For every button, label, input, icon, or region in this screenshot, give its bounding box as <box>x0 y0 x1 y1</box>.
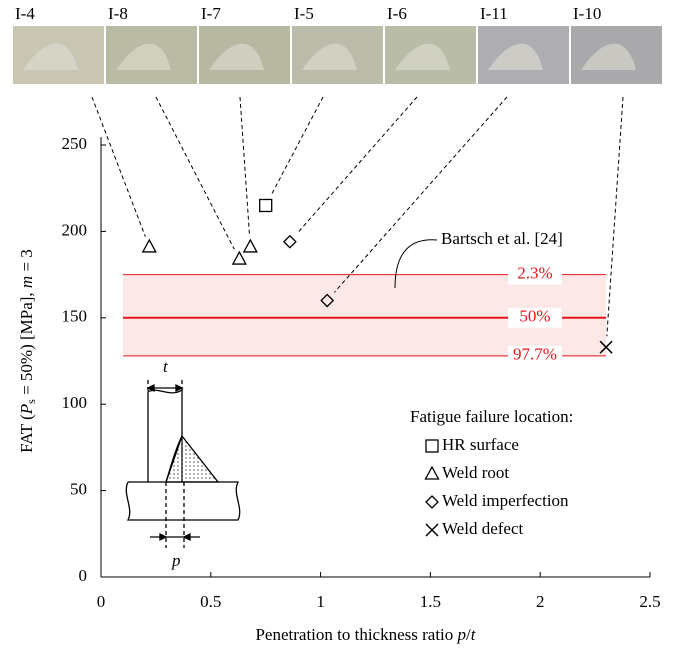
y-tick-label: 250 <box>62 134 88 153</box>
legend-label: Weld root <box>442 463 509 482</box>
connector <box>240 97 250 236</box>
x-tick-label: 1 <box>316 592 325 611</box>
legend-marker <box>426 524 438 536</box>
marker <box>143 240 156 252</box>
marker <box>260 199 272 211</box>
connector <box>297 97 417 234</box>
connector <box>334 97 507 292</box>
y-axis-label-part: P <box>17 404 36 415</box>
x-axis-label-part: t <box>471 625 477 644</box>
marker <box>233 252 246 264</box>
weld-sketch: t p <box>126 357 239 570</box>
y-tick-label: 50 <box>70 480 87 499</box>
y-axis-label: FAT (Ps = 50%) [MPa], m = 3 <box>17 249 38 453</box>
specimen-label: I-4 <box>15 4 35 23</box>
inset-label: t <box>163 357 169 376</box>
reference-label: 97.7% <box>513 345 557 364</box>
legend-label: Weld defect <box>442 519 524 538</box>
reference-label: 2.3% <box>517 264 552 283</box>
legend-label: Weld imperfection <box>442 491 569 510</box>
legend-label: HR surface <box>442 435 519 454</box>
x-axis-label: Penetration to thickness ratio p/t <box>255 625 476 644</box>
y-tick-label: 0 <box>79 566 88 585</box>
legend-marker <box>426 440 438 452</box>
marker <box>284 236 296 248</box>
annotation: Bartsch et al. [24] <box>441 229 563 248</box>
x-tick-label: 0 <box>97 592 106 611</box>
legend-title: Fatigue failure location: <box>410 407 573 426</box>
y-tick-label: 200 <box>62 220 88 239</box>
y-axis-label-part: = 3 <box>17 249 36 276</box>
y-axis-label-part: FAT ( <box>17 414 36 453</box>
chart: t p I-4 I-8 I-7 I-5 I-6 I-11 I-10 2.3% 50% 97.7% B… <box>0 0 678 654</box>
connector <box>271 97 323 196</box>
legend-marker <box>426 496 438 508</box>
reference-label: 50% <box>519 307 550 326</box>
specimen-label: I-5 <box>294 4 314 23</box>
specimen-label: I-11 <box>480 4 508 23</box>
x-tick-label: 2 <box>536 592 545 611</box>
x-axis-label-part: p <box>457 625 467 644</box>
y-tick-label: 100 <box>62 393 88 412</box>
legend-marker <box>426 467 439 479</box>
x-axis-label-part: Penetration to thickness ratio <box>255 625 457 644</box>
connector <box>92 97 145 237</box>
specimen-label: I-6 <box>387 4 407 23</box>
y-tick-label: 150 <box>62 307 88 326</box>
specimen-label: I-8 <box>108 4 128 23</box>
x-tick-label: 1.5 <box>420 592 441 611</box>
x-tick-label: 2.5 <box>639 592 660 611</box>
connector <box>607 97 623 336</box>
connector <box>156 97 234 249</box>
specimen-label: I-10 <box>573 4 601 23</box>
marker <box>244 240 257 252</box>
y-axis-label-part: = 50%) [MPa], <box>17 288 36 399</box>
y-axis-label-part: m <box>17 276 36 288</box>
specimen-label: I-7 <box>201 4 221 23</box>
inset-label: p <box>171 551 181 570</box>
x-tick-label: 0.5 <box>200 592 221 611</box>
